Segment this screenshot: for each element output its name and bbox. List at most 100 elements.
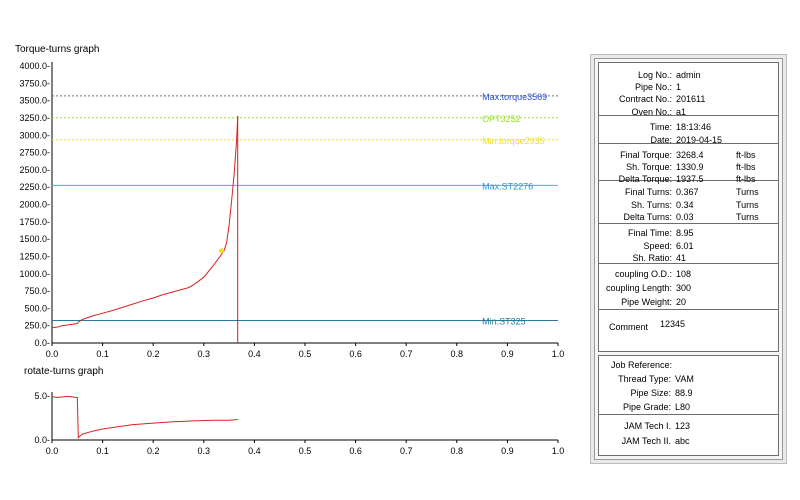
torque-y-tick-label: 500.0- <box>24 303 50 313</box>
panel-field-label: Delta Torque: <box>618 174 672 184</box>
job-field-value: L80 <box>675 402 691 412</box>
torque-y-tick-label: 2250.0- <box>19 182 50 192</box>
torque-x-tick-label: 0.1 <box>96 349 109 359</box>
panel-field-label: Sh. Turns: <box>630 200 672 210</box>
panel-field-value: 201611 <box>676 94 706 104</box>
rotate-x-tick-label: 0.1 <box>96 446 109 456</box>
panel-row: Speed: 6.01 <box>599 240 780 252</box>
panel-row: coupling O.D.: 108 <box>599 268 780 280</box>
job-field-value: 88.9 <box>675 388 693 398</box>
panel-row: coupling Length: 300 <box>599 282 780 294</box>
job-field-label: Pipe Size: <box>630 388 671 398</box>
job-field-label: Pipe Grade: <box>622 402 671 412</box>
torque-x-tick-label: 0.3 <box>198 349 211 359</box>
torque-x-tick-label: 0.7 <box>400 349 413 359</box>
panel-field-label: Pipe No.: <box>634 82 672 92</box>
job-field-label: Thread Type: <box>618 374 671 384</box>
torque-x-tick-label: 0.8 <box>451 349 464 359</box>
panel-field-label: Final Time: <box>627 228 672 238</box>
panel-field-value: 300 <box>676 283 692 293</box>
panel-field-value: 0.367 <box>676 187 699 197</box>
torque-x-tick-label: 0.2 <box>147 349 160 359</box>
panel-field-label: Pipe Weight: <box>621 297 672 307</box>
torque-ref-label: Min.torque2935 <box>482 136 545 146</box>
panel-row: Final Turns: 0.367 Turns <box>599 186 780 198</box>
panel-field-label: coupling Length: <box>605 283 672 293</box>
torque-series-line <box>51 116 239 329</box>
rotate-x-tick-label: 0.0 <box>46 446 59 456</box>
panel-field-unit: ft-lbs <box>736 150 756 160</box>
job-row: JAM Tech II. abc <box>599 435 780 447</box>
panel-separator <box>599 414 778 415</box>
rotate-x-tick-label: 0.6 <box>349 446 362 456</box>
panel-separator <box>599 223 778 224</box>
rotate-x-tick-label: 0.2 <box>147 446 160 456</box>
panel-field-label: Comment <box>609 322 649 332</box>
panel-field-label: Contract No.: <box>618 94 672 104</box>
torque-y-tick-label: 3500.0- <box>19 96 50 106</box>
panel-field-label: Date: <box>650 135 672 145</box>
panel-row: Comment 12345 <box>599 319 780 333</box>
panel-separator <box>599 263 778 264</box>
job-reference-title: Job Reference: <box>599 359 780 371</box>
panel-field-label: Oven No.: <box>631 107 672 117</box>
rotate-x-tick-label: 1.0 <box>552 446 565 456</box>
torque-y-tick-label: 2000.0- <box>19 200 50 210</box>
torque-x-tick-label: 0.0 <box>46 349 59 359</box>
panel-field-value: admin <box>676 70 701 80</box>
job-reference-heading: Job Reference: <box>611 360 673 370</box>
torque-chart-title: Torque-turns graph <box>15 44 100 55</box>
panel-field-value: 12345 <box>660 319 686 329</box>
torque-y-tick-label: 250.0- <box>24 321 50 331</box>
panel-field-label: coupling O.D.: <box>614 269 672 279</box>
rotate-x-tick-label: 0.8 <box>451 446 464 456</box>
torque-ref-label: Max.ST2276 <box>482 181 533 191</box>
rotate-series-line <box>51 395 238 439</box>
rotate-chart-title: rotate-turns graph <box>24 366 104 377</box>
torque-x-tick-label: 0.5 <box>299 349 312 359</box>
panel-row: Delta Turns: 0.03 Turns <box>599 211 780 223</box>
panel-row: Oven No.: a1 <box>599 106 780 118</box>
panel-field-value: 41 <box>676 253 687 263</box>
panel-row: Final Time: 8.95 <box>599 227 780 239</box>
panel-field-value: 0.03 <box>676 212 694 222</box>
job-field-label: JAM Tech II. <box>621 436 671 446</box>
panel-row: Date: 2019-04-15 <box>599 134 780 146</box>
panel-separator <box>599 309 778 310</box>
panel-field-value: 2019-04-15 <box>676 135 723 145</box>
torque-y-tick-label: 4000.0- <box>19 61 50 71</box>
torque-y-tick-label: 2500.0- <box>19 165 50 175</box>
panel-field-value: 108 <box>676 269 692 279</box>
job-field-value: VAM <box>675 374 694 384</box>
panel-separator <box>599 143 778 144</box>
panel-field-value: 1937.5 <box>676 174 704 184</box>
panel-separator <box>599 115 778 116</box>
torque-x-tick-label: 0.4 <box>248 349 261 359</box>
torque-y-tick-label: 1250.0- <box>19 251 50 261</box>
rotate-y-tick-label: 0.0- <box>34 435 50 445</box>
rotate-chart: 0.0 0.1 0.2 0.3 0.4 0.5 0.6 0.7 0.8 0.9 1.0 0.0- 5.0… <box>34 391 564 456</box>
panel-field-label: Final Torque: <box>620 150 672 160</box>
panel-row: Sh. Turns: 0.34 Turns <box>599 199 780 211</box>
job-field-value: abc <box>675 436 690 446</box>
panel-field-value: 6.01 <box>676 241 694 251</box>
rotate-x-tick-label: 0.4 <box>248 446 261 456</box>
torque-x-tick-label: 0.6 <box>349 349 362 359</box>
panel-field-label: Sh. Ratio: <box>632 253 672 263</box>
panel-field-label: Final Turns: <box>624 187 672 197</box>
rotate-x-tick-label: 0.3 <box>198 446 211 456</box>
panel-field-value: 1330.9 <box>676 162 704 172</box>
panel-field-unit: Turns <box>736 212 759 222</box>
rotate-x-tick-label: 0.9 <box>501 446 514 456</box>
panel-field-unit: Turns <box>736 200 759 210</box>
torque-y-tick-label: 1000.0- <box>19 269 50 279</box>
torque-y-tick-label: 3250.0- <box>19 113 50 123</box>
torque-ref-label: OPT3252 <box>482 114 521 124</box>
panel-field-value: 1 <box>676 82 682 92</box>
job-field-value: 123 <box>675 421 691 431</box>
job-row: Thread Type: VAM <box>599 373 780 385</box>
torque-y-tick-label: 1500.0- <box>19 234 50 244</box>
panel-field-value: 3268.4 <box>676 150 704 160</box>
panel-field-value: 0.34 <box>676 200 694 210</box>
panel-field-label: Speed: <box>643 241 672 251</box>
